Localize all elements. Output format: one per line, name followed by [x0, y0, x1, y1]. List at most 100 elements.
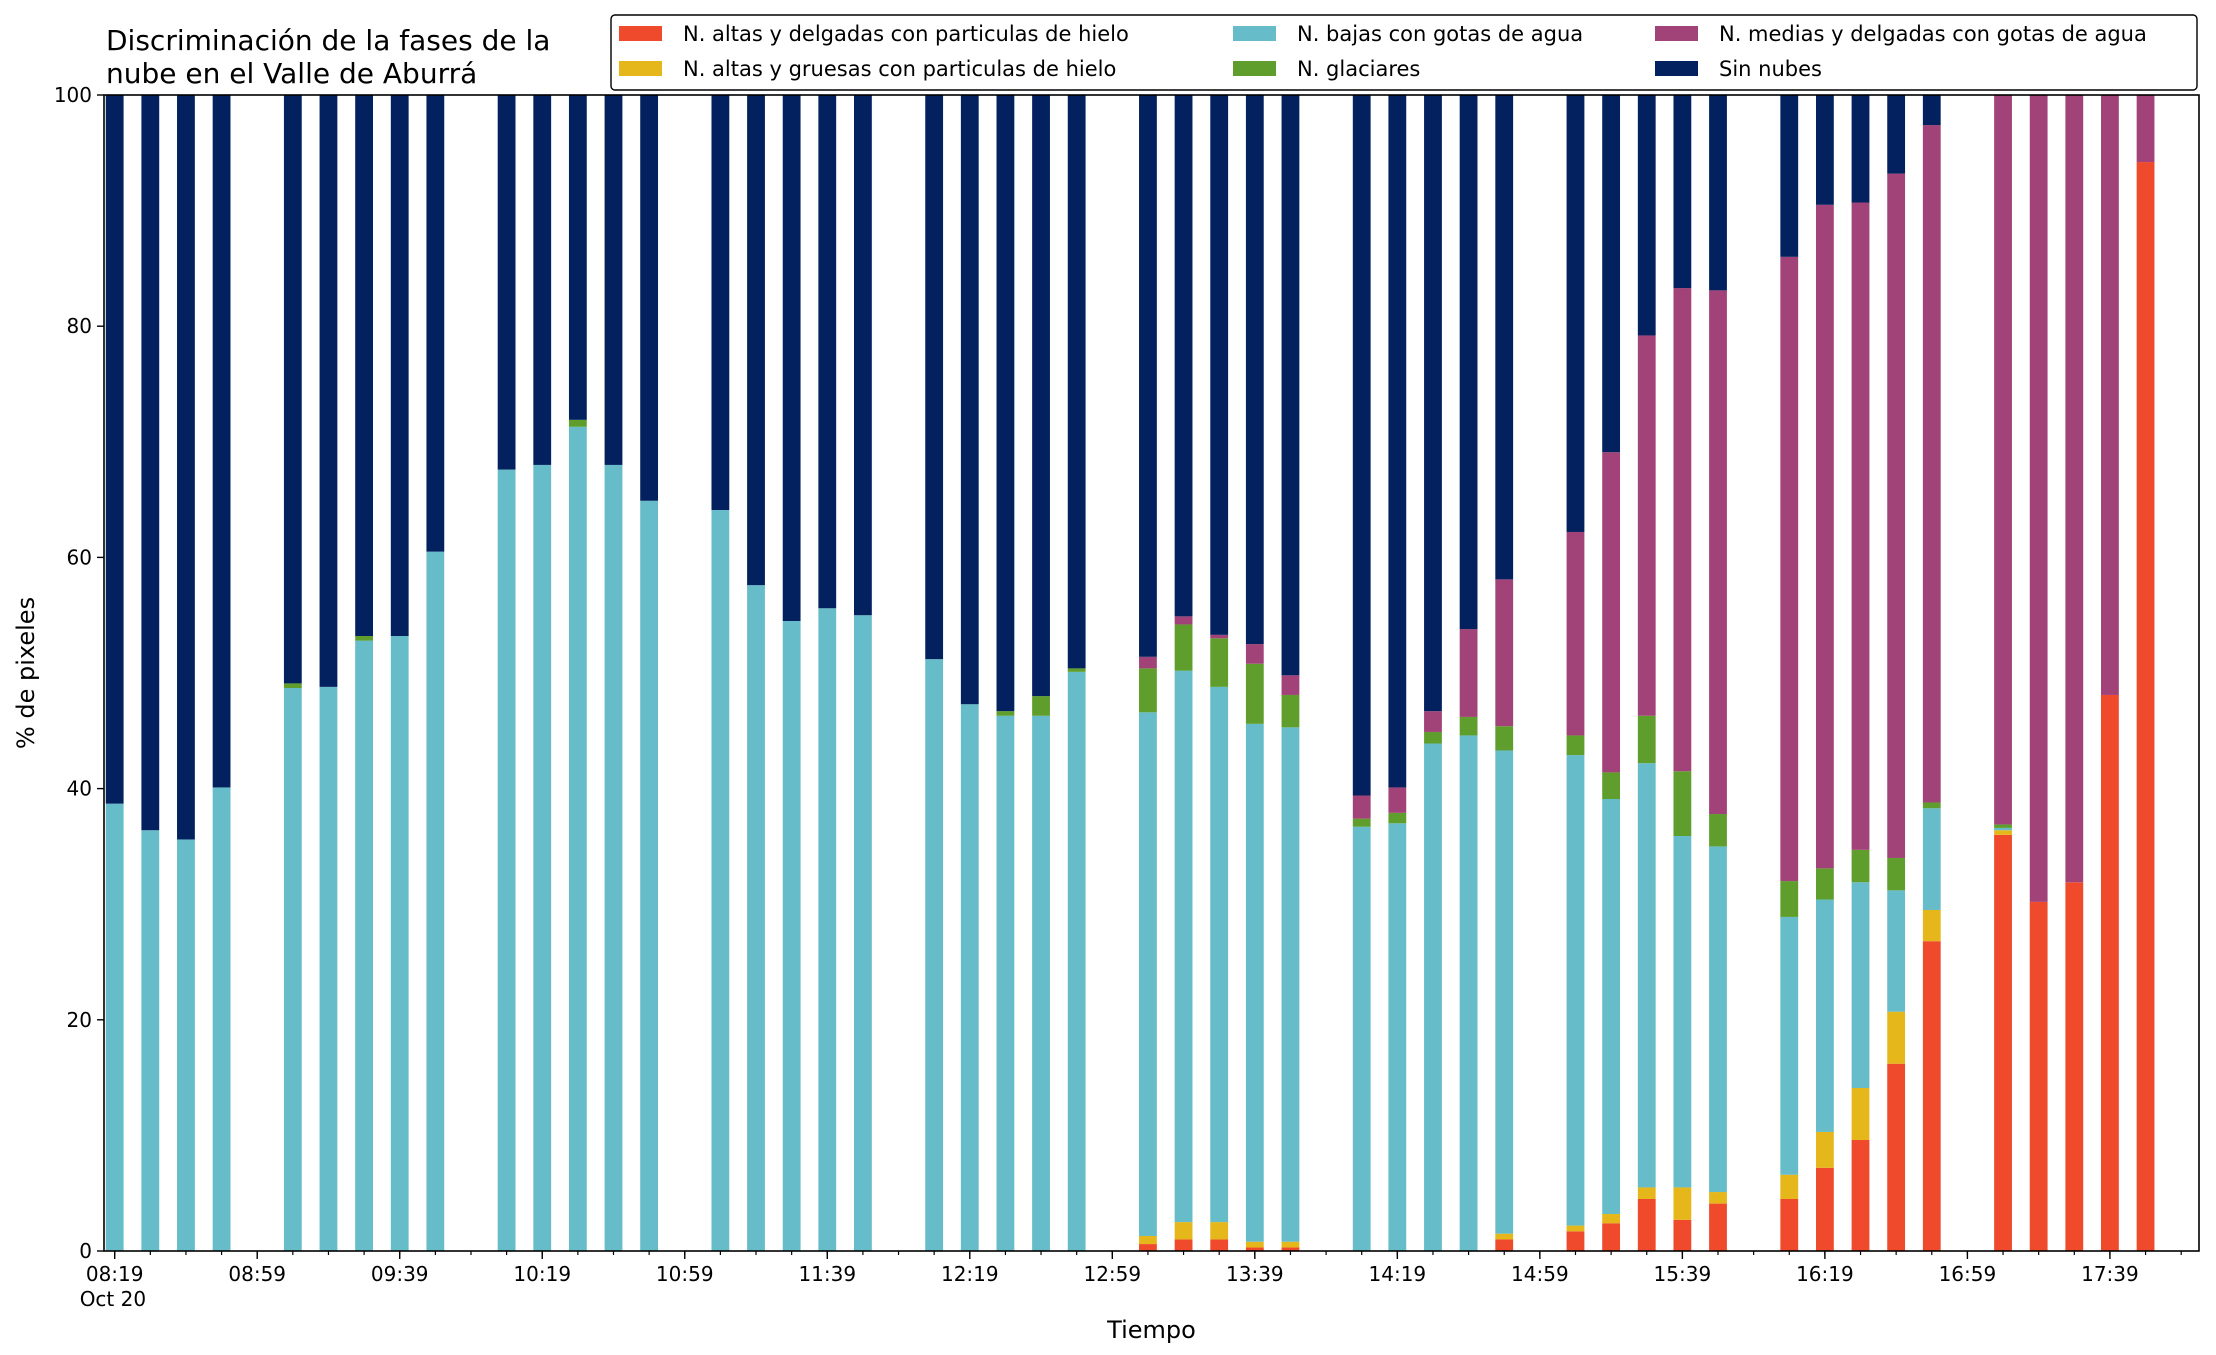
legend-label-n-glaciares: N. glaciares: [1297, 57, 1420, 81]
bar-segment-sin-nubes-0949: [426, 95, 445, 552]
bar-segment-n-glaciares-0909: [283, 683, 302, 689]
legend-swatch-n-medias-y-delgadas-con-gotas-de-agua: [1655, 26, 1698, 41]
bar-segment-n-medias-y-delgadas-con-gotas-de-agua-1749: [2136, 95, 2155, 163]
bar-segment-sin-nubes-1349: [1281, 95, 1300, 676]
bar-segment-sin-nubes-1549: [1709, 95, 1727, 291]
y-tick-label: 20: [67, 1008, 92, 1032]
bar-segment-n-bajas-con-gotas-de-agua-1319: [1174, 670, 1193, 1223]
bar-segment-n-bajas-con-gotas-de-agua-0829: [141, 830, 160, 1251]
bar-segment-n-bajas-con-gotas-de-agua-1609: [1780, 916, 1799, 1175]
bar-segment-n-bajas-con-gotas-de-agua-1449: [1495, 750, 1514, 1234]
bar-segment-n-altas-y-delgadas-con-particulas-de-hielo-1529: [1637, 1198, 1656, 1251]
bar-segment-sin-nubes-1409: [1352, 95, 1371, 796]
bar-segment-n-medias-y-delgadas-con-gotas-de-agua-1629: [1851, 202, 1870, 850]
bar-segment-n-bajas-con-gotas-de-agua-1619: [1815, 899, 1834, 1132]
bar-segment-sin-nubes-0939: [390, 95, 409, 637]
bar-segment-n-altas-y-delgadas-con-particulas-de-hielo-1739: [2101, 694, 2119, 1251]
bar-segment-n-altas-y-gruesas-con-particulas-de-hielo-1349: [1281, 1241, 1300, 1248]
bar-segment-sin-nubes-1629: [1851, 95, 1870, 203]
y-axis: 0 20 40 60 80 100: [54, 83, 104, 1263]
x-tick-label: 16:19: [1796, 1262, 1854, 1286]
bar-segment-n-bajas-con-gotas-de-agua-1239: [1032, 715, 1050, 1251]
x-tick-label: 12:19: [941, 1262, 999, 1286]
bar-segment-n-bajas-con-gotas-de-agua-1509: [1566, 755, 1585, 1226]
bar-segment-sin-nubes-1009: [497, 95, 516, 470]
bar-segment-sin-nubes-1509: [1566, 95, 1585, 532]
bar-segment-sin-nubes-1449: [1495, 95, 1514, 580]
bar-segment-n-bajas-con-gotas-de-agua-1339: [1245, 723, 1264, 1242]
legend-swatch-n-bajas-con-gotas-de-agua: [1233, 26, 1276, 41]
bar-segment-n-glaciares-1539: [1673, 771, 1692, 836]
bar-segment-n-glaciares-1519: [1602, 772, 1621, 800]
bar-segment-n-altas-y-delgadas-con-particulas-de-hielo-1449: [1495, 1239, 1514, 1251]
bar-segment-sin-nubes-0929: [355, 95, 373, 637]
bar-segment-n-bajas-con-gotas-de-agua-1539: [1673, 836, 1692, 1188]
bar-segment-n-medias-y-delgadas-con-gotas-de-agua-1529: [1637, 335, 1656, 716]
x-tick-label: 16:59: [1939, 1262, 1997, 1286]
bar-segment-n-medias-y-delgadas-con-gotas-de-agua-1429: [1424, 711, 1442, 732]
bar-segment-n-bajas-con-gotas-de-agua-1439: [1459, 735, 1478, 1251]
chart-title-line-2: nube en el Valle de Aburrá: [106, 57, 477, 90]
bar-segment-n-glaciares-1619: [1815, 868, 1834, 900]
bar-segment-n-glaciares-1309: [1139, 668, 1157, 713]
bar-segment-n-bajas-con-gotas-de-agua-1639: [1887, 890, 1906, 1012]
bar-segment-sin-nubes-1429: [1424, 95, 1442, 712]
bar-segment-n-bajas-con-gotas-de-agua-1529: [1637, 763, 1656, 1188]
bar-segment-sin-nubes-1129: [782, 95, 801, 621]
bar-segment-n-altas-y-delgadas-con-particulas-de-hielo-1549: [1709, 1203, 1727, 1251]
bar-segment-n-medias-y-delgadas-con-gotas-de-agua-1519: [1602, 452, 1621, 773]
bar-segment-n-medias-y-delgadas-con-gotas-de-agua-1639: [1887, 173, 1906, 858]
bar-segment-sin-nubes-1049: [640, 95, 659, 501]
y-tick-label: 100: [54, 83, 92, 107]
bar-segment-n-altas-y-delgadas-con-particulas-de-hielo-1519: [1602, 1223, 1621, 1251]
legend-label-sin-nubes: Sin nubes: [1719, 57, 1822, 81]
bar-segment-n-medias-y-delgadas-con-gotas-de-agua-1719: [2029, 95, 2048, 902]
legend-swatch-sin-nubes: [1655, 61, 1698, 76]
chart-title: Discriminación de la fases de la nube en…: [106, 24, 550, 90]
bar-segment-sin-nubes-1649: [1922, 95, 1941, 126]
bar-segment-n-glaciares-1549: [1709, 814, 1727, 847]
bar-segment-n-glaciares-1029: [568, 419, 587, 427]
bar-segment-n-bajas-con-gotas-de-agua-1349: [1281, 727, 1300, 1242]
bar-segment-n-bajas-con-gotas-de-agua-0839: [177, 839, 195, 1251]
bar-segment-n-altas-y-delgadas-con-particulas-de-hielo-1619: [1815, 1167, 1834, 1251]
bar-segment-n-bajas-con-gotas-de-agua-1049: [640, 500, 659, 1251]
bar-segment-n-altas-y-gruesas-con-particulas-de-hielo-1539: [1673, 1187, 1692, 1220]
bar-segment-n-bajas-con-gotas-de-agua-1119: [747, 585, 765, 1251]
bar-segment-n-medias-y-delgadas-con-gotas-de-agua-1509: [1566, 531, 1585, 736]
bar-segment-sin-nubes-1109: [711, 95, 730, 510]
bar-segment-sin-nubes-1419: [1388, 95, 1407, 788]
legend-swatch-n-glaciares: [1233, 61, 1276, 76]
bar-segment-n-altas-y-delgadas-con-particulas-de-hielo-1629: [1851, 1140, 1870, 1251]
bar-segment-n-medias-y-delgadas-con-gotas-de-agua-1729: [2065, 95, 2084, 883]
bar-segment-n-glaciares-1249: [1067, 668, 1086, 672]
bar-segment-sin-nubes-1209: [925, 95, 944, 660]
x-tick-label: 17:39: [2081, 1262, 2139, 1286]
bar-segment-sin-nubes-1519: [1602, 95, 1621, 453]
bar-segment-n-altas-y-delgadas-con-particulas-de-hielo-1709: [1994, 834, 2012, 1251]
bar-segment-n-glaciares-1329: [1210, 638, 1229, 687]
bar-segment-n-bajas-con-gotas-de-agua-0949: [426, 551, 445, 1251]
bar-segment-n-glaciares-1409: [1352, 818, 1371, 827]
bar-segment-n-glaciares-1709: [1994, 824, 2012, 828]
bar-segment-n-altas-y-gruesas-con-particulas-de-hielo-1709: [1994, 830, 2012, 835]
legend-frame: [610, 14, 2198, 91]
bar-segment-n-bajas-con-gotas-de-agua-1129: [782, 620, 801, 1251]
bar-segment-n-medias-y-delgadas-con-gotas-de-agua-1709: [1994, 95, 2012, 825]
bar-segment-n-bajas-con-gotas-de-agua-0939: [390, 636, 409, 1251]
bar-segment-n-medias-y-delgadas-con-gotas-de-agua-1409: [1352, 795, 1371, 819]
bar-segment-n-glaciares-1439: [1459, 716, 1478, 736]
bar-segment-sin-nubes-1019: [533, 95, 552, 465]
bar-segment-n-medias-y-delgadas-con-gotas-de-agua-1649: [1922, 125, 1941, 803]
bar-segment-n-bajas-con-gotas-de-agua-0919: [319, 686, 338, 1251]
bar-segment-n-altas-y-gruesas-con-particulas-de-hielo-1619: [1815, 1131, 1834, 1168]
bar-segment-sin-nubes-1139: [818, 95, 837, 609]
bar-segment-n-altas-y-delgadas-con-particulas-de-hielo-1719: [2029, 901, 2048, 1251]
bar-segment-n-altas-y-gruesas-con-particulas-de-hielo-1329: [1210, 1222, 1229, 1240]
y-tick-label: 40: [67, 777, 92, 801]
bar-segment-n-altas-y-gruesas-con-particulas-de-hielo-1339: [1245, 1241, 1264, 1248]
x-axis-label: Tiempo: [1106, 1316, 1196, 1344]
bar-segment-sin-nubes-1029: [568, 95, 587, 420]
bar-segment-n-medias-y-delgadas-con-gotas-de-agua-1329: [1210, 634, 1229, 639]
